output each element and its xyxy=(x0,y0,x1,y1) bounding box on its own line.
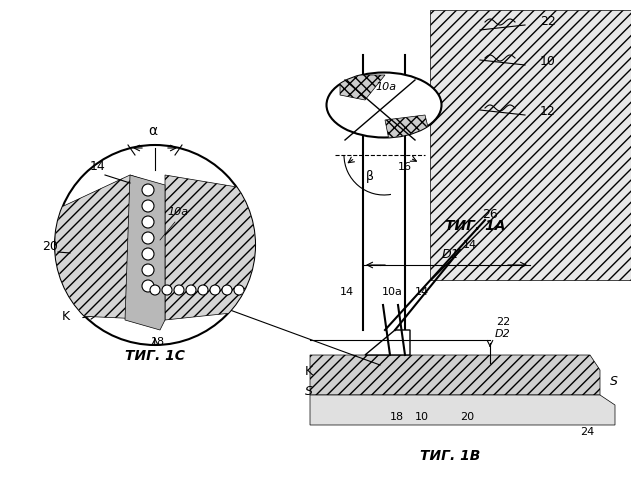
Text: S: S xyxy=(305,385,313,398)
Circle shape xyxy=(234,285,244,295)
Text: 14: 14 xyxy=(340,287,354,297)
Text: 10а: 10а xyxy=(375,82,396,92)
Circle shape xyxy=(142,280,154,292)
Polygon shape xyxy=(55,175,165,320)
Circle shape xyxy=(150,285,160,295)
Text: 10а: 10а xyxy=(382,287,403,297)
Text: K: K xyxy=(305,365,313,378)
Text: 10: 10 xyxy=(540,55,556,68)
Polygon shape xyxy=(365,330,410,355)
Circle shape xyxy=(142,200,154,212)
Text: ΤИГ. 1В: ΤИГ. 1В xyxy=(420,449,480,463)
Text: 14: 14 xyxy=(463,240,477,250)
Text: 18: 18 xyxy=(390,412,404,422)
Text: 12: 12 xyxy=(540,105,556,118)
Text: 18: 18 xyxy=(151,337,165,347)
Text: 14: 14 xyxy=(90,160,106,173)
Text: α: α xyxy=(148,124,158,138)
Circle shape xyxy=(222,285,232,295)
Text: 26: 26 xyxy=(482,208,498,221)
Polygon shape xyxy=(165,175,260,320)
Polygon shape xyxy=(430,10,631,280)
Text: β: β xyxy=(366,170,374,183)
Circle shape xyxy=(186,285,196,295)
Circle shape xyxy=(174,285,184,295)
Circle shape xyxy=(162,285,172,295)
Text: 22: 22 xyxy=(540,15,556,28)
Polygon shape xyxy=(310,355,600,395)
Circle shape xyxy=(142,184,154,196)
Text: 22: 22 xyxy=(496,317,510,327)
Text: 14: 14 xyxy=(415,287,429,297)
Polygon shape xyxy=(310,395,615,425)
Text: D1: D1 xyxy=(441,248,459,261)
Text: 20: 20 xyxy=(42,240,58,253)
Circle shape xyxy=(142,232,154,244)
Text: ΤИГ. 1А: ΤИГ. 1А xyxy=(445,219,505,233)
Text: 24: 24 xyxy=(580,427,594,437)
Text: S: S xyxy=(610,375,618,388)
Text: D2: D2 xyxy=(495,329,510,339)
Polygon shape xyxy=(340,75,385,100)
Ellipse shape xyxy=(326,72,442,138)
Text: 10а: 10а xyxy=(167,207,189,217)
Polygon shape xyxy=(125,175,165,330)
Circle shape xyxy=(198,285,208,295)
Circle shape xyxy=(142,264,154,276)
Text: K: K xyxy=(62,310,70,323)
Text: 10: 10 xyxy=(415,412,429,422)
Text: ΤИГ. 1С: ΤИГ. 1С xyxy=(125,349,185,363)
Circle shape xyxy=(142,248,154,260)
Polygon shape xyxy=(385,115,430,145)
Text: 16: 16 xyxy=(398,162,412,172)
Circle shape xyxy=(210,285,220,295)
Circle shape xyxy=(55,145,255,345)
Circle shape xyxy=(142,216,154,228)
Text: 20: 20 xyxy=(460,412,474,422)
